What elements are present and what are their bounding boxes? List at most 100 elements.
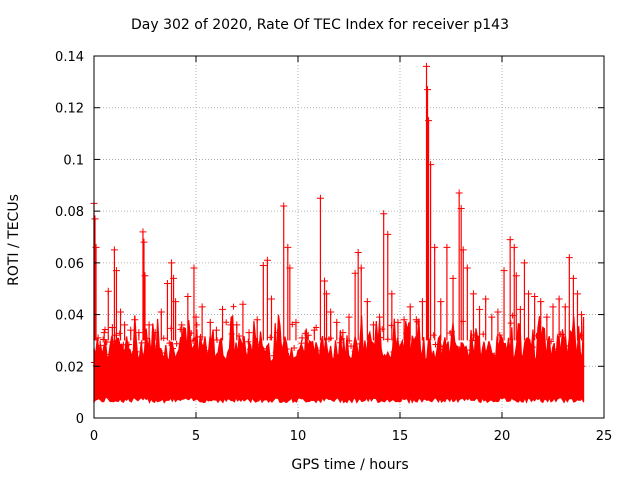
roti-point	[171, 362, 178, 369]
roti-point	[364, 363, 371, 370]
roti-point	[145, 321, 153, 329]
roti-point	[206, 318, 214, 326]
dense-roti-band	[93, 314, 585, 405]
roti-point	[359, 357, 366, 364]
roti-point	[210, 354, 217, 361]
roti-point	[506, 236, 514, 244]
y-tick-label: 0.14	[55, 50, 84, 65]
roti-point	[380, 210, 388, 218]
roti-point	[344, 361, 351, 368]
roti-point	[469, 290, 477, 298]
roti-point	[233, 321, 241, 329]
roti-point	[507, 320, 514, 327]
roti-point	[127, 326, 135, 334]
plot-frame	[93, 55, 605, 419]
roti-point	[208, 361, 215, 368]
roti-point	[439, 346, 446, 353]
y-tick-label: 0.06	[55, 257, 84, 272]
roti-point	[390, 349, 397, 356]
roti-point	[502, 348, 509, 355]
roti-point	[202, 350, 209, 357]
roti-point	[298, 340, 305, 347]
y-axis-label: ROTI / TECUs	[6, 194, 22, 286]
roti-point	[133, 348, 140, 355]
roti-point	[500, 354, 507, 361]
roti-point	[529, 344, 536, 351]
roti-point	[112, 267, 120, 275]
roti-point	[335, 362, 342, 369]
roti-point	[191, 337, 198, 344]
roti-point	[259, 261, 267, 269]
roti-point	[116, 330, 123, 337]
roti-point	[505, 352, 512, 359]
roti-point	[476, 305, 484, 313]
roti-point	[103, 339, 110, 346]
roti-point	[270, 352, 277, 359]
roti-point	[351, 269, 359, 277]
roti-point	[351, 348, 358, 355]
roti-point	[537, 298, 545, 306]
roti-point	[449, 274, 457, 282]
roti-point	[184, 292, 192, 300]
roti-point	[354, 249, 362, 257]
roti-point	[445, 362, 452, 369]
roti-point	[561, 303, 569, 311]
roti-point	[162, 363, 169, 370]
roti-point	[483, 359, 490, 366]
roti-point	[100, 336, 107, 343]
roti-point	[455, 189, 463, 197]
roti-point	[198, 303, 206, 311]
roti-point	[291, 345, 298, 352]
roti-point	[314, 347, 321, 354]
roti-point	[274, 329, 282, 337]
roti-point	[135, 329, 143, 337]
roti-point	[482, 295, 490, 303]
roti-point	[121, 321, 129, 329]
roti-point	[487, 350, 494, 357]
roti-point	[212, 362, 219, 369]
roti-point	[323, 290, 331, 298]
roti-point	[327, 308, 335, 316]
roti-point	[348, 343, 355, 350]
roti-point	[476, 351, 483, 358]
roti-point	[459, 246, 467, 254]
roti-point	[412, 339, 419, 346]
roti-point	[423, 62, 431, 70]
roti-point	[410, 353, 417, 360]
roti-point	[283, 346, 290, 353]
roti-point	[311, 358, 318, 365]
roti-point	[386, 360, 393, 367]
roti-point	[129, 351, 136, 358]
roti-point	[489, 362, 496, 369]
roti-point	[573, 290, 581, 298]
y-tick-label: 0	[76, 412, 84, 427]
roti-point	[287, 355, 294, 362]
roti-point	[527, 351, 534, 358]
roti-point	[572, 350, 579, 357]
roti-point	[400, 316, 408, 324]
roti-point	[219, 305, 227, 313]
roti-point	[253, 316, 261, 324]
roti-point	[269, 363, 276, 370]
roti-point	[125, 341, 132, 348]
data-points	[90, 62, 586, 350]
roti-point	[394, 318, 402, 326]
roti-point	[192, 313, 200, 321]
roti-point	[570, 355, 577, 362]
roti-point	[178, 321, 186, 329]
roti-point	[272, 349, 279, 356]
roti-point	[408, 361, 415, 368]
roti-point	[180, 356, 187, 363]
roti-point	[525, 290, 533, 298]
roti-point	[397, 350, 404, 357]
roti-point	[369, 321, 377, 329]
roti-point	[491, 352, 498, 359]
roti-point	[226, 361, 233, 368]
roti-point	[520, 259, 528, 267]
roti-point	[179, 348, 186, 355]
roti-point	[316, 194, 324, 202]
roti-point	[151, 329, 159, 337]
roti-point	[566, 342, 573, 349]
roti-point	[384, 230, 392, 238]
